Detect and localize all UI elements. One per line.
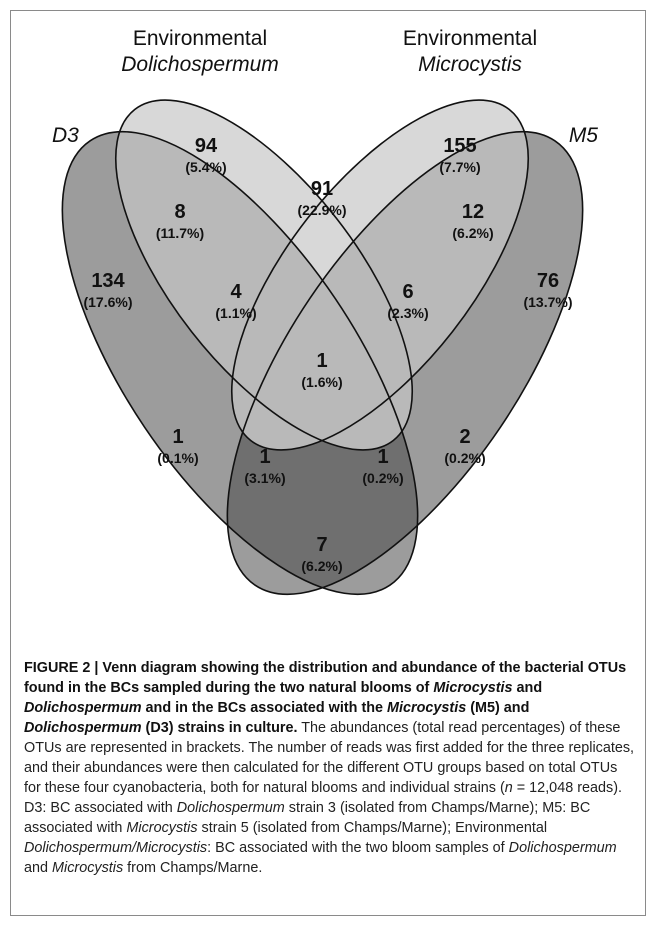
svg-text:(3.1%): (3.1%)	[244, 470, 285, 486]
svg-text:76: 76	[537, 270, 559, 292]
region-d3-dol: 8 (11.7%)	[156, 201, 204, 241]
svg-text:1: 1	[259, 446, 270, 468]
region-d3-mic: 1 (0.1%)	[157, 426, 198, 466]
region-dol-m5: 2 (0.2%)	[444, 426, 485, 466]
svg-text:(22.9%): (22.9%)	[297, 202, 346, 218]
label-env-microcystis-line1: Environmental	[403, 27, 537, 50]
svg-text:(2.3%): (2.3%)	[387, 305, 428, 321]
svg-text:12: 12	[462, 201, 484, 223]
svg-text:6: 6	[402, 281, 413, 303]
region-dol-mic-m5: 6 (2.3%)	[387, 281, 428, 321]
set-env-microcystis-outline	[230, 99, 530, 451]
region-dol-only: 94 (5.4%)	[185, 135, 226, 175]
svg-text:(1.1%): (1.1%)	[215, 305, 256, 321]
svg-text:(7.7%): (7.7%)	[439, 159, 480, 175]
svg-text:(1.6%): (1.6%)	[301, 374, 342, 390]
svg-text:94: 94	[195, 135, 218, 157]
region-dol-mic: 91 (22.9%)	[297, 178, 346, 218]
svg-text:134: 134	[91, 270, 125, 292]
svg-text:(5.4%): (5.4%)	[185, 159, 226, 175]
svg-text:(0.1%): (0.1%)	[157, 450, 198, 466]
svg-text:(17.6%): (17.6%)	[83, 294, 132, 310]
svg-text:(6.2%): (6.2%)	[452, 225, 493, 241]
svg-text:7: 7	[316, 534, 327, 556]
region-d3-dol-m5: 1 (0.2%)	[362, 446, 403, 486]
svg-text:(0.2%): (0.2%)	[444, 450, 485, 466]
venn-diagram: D3 Environmental Dolichospermum Environm…	[52, 27, 598, 596]
region-m5-only: 76 (13.7%)	[523, 270, 572, 310]
svg-text:1: 1	[316, 350, 327, 372]
svg-text:1: 1	[377, 446, 388, 468]
region-d3-only: 134 (17.6%)	[83, 270, 132, 310]
region-d3-m5: 7 (6.2%)	[301, 534, 342, 574]
svg-text:1: 1	[172, 426, 183, 448]
svg-text:(11.7%): (11.7%)	[156, 225, 204, 241]
caption-title: FIGURE 2 | Venn diagram showing the dist…	[24, 660, 627, 736]
svg-text:155: 155	[443, 135, 476, 157]
label-env-microcystis-line2: Microcystis	[418, 53, 522, 76]
set-m5-outline	[226, 130, 584, 596]
set-env-dolichospermum-outline	[114, 99, 414, 451]
figure-frame	[10, 10, 646, 916]
region-mic-m5: 12 (6.2%)	[452, 201, 493, 241]
svg-text:(0.2%): (0.2%)	[362, 470, 403, 486]
region-d3-mic-m5: 1 (3.1%)	[244, 446, 285, 486]
svg-text:(6.2%): (6.2%)	[301, 558, 342, 574]
region-mic-only: 155 (7.7%)	[439, 135, 480, 175]
svg-text:8: 8	[174, 201, 185, 223]
label-d3: D3	[52, 124, 79, 147]
label-env-dolichospermum-line2: Dolichospermum	[121, 53, 279, 76]
svg-text:91: 91	[311, 178, 333, 200]
label-env-dolichospermum-line1: Environmental	[133, 27, 267, 50]
region-all-four: 1 (1.6%)	[301, 350, 342, 390]
label-m5: M5	[569, 124, 598, 147]
set-d3-outline	[61, 130, 419, 596]
figure-caption: FIGURE 2 | Venn diagram showing the dist…	[24, 658, 636, 878]
region-d3-dol-mic: 4 (1.1%)	[215, 281, 256, 321]
caption-body: The abundances (total read percentages) …	[24, 720, 635, 876]
svg-text:(13.7%): (13.7%)	[523, 294, 572, 310]
svg-text:2: 2	[459, 426, 470, 448]
svg-text:4: 4	[230, 281, 242, 303]
